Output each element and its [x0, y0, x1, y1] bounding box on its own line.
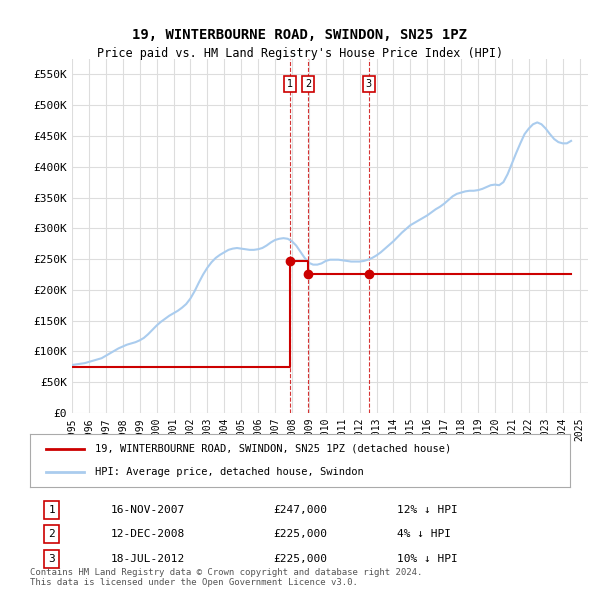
Text: Contains HM Land Registry data © Crown copyright and database right 2024.
This d: Contains HM Land Registry data © Crown c… — [30, 568, 422, 587]
Text: 12% ↓ HPI: 12% ↓ HPI — [397, 505, 458, 514]
Text: 19, WINTERBOURNE ROAD, SWINDON, SN25 1PZ: 19, WINTERBOURNE ROAD, SWINDON, SN25 1PZ — [133, 28, 467, 42]
Text: 16-NOV-2007: 16-NOV-2007 — [111, 505, 185, 514]
Text: 12-DEC-2008: 12-DEC-2008 — [111, 529, 185, 539]
Text: 19, WINTERBOURNE ROAD, SWINDON, SN25 1PZ (detached house): 19, WINTERBOURNE ROAD, SWINDON, SN25 1PZ… — [95, 444, 451, 454]
Text: 1: 1 — [287, 79, 293, 88]
Text: 4% ↓ HPI: 4% ↓ HPI — [397, 529, 451, 539]
Text: 18-JUL-2012: 18-JUL-2012 — [111, 553, 185, 563]
Text: 3: 3 — [365, 79, 372, 88]
Text: 10% ↓ HPI: 10% ↓ HPI — [397, 553, 458, 563]
Text: 2: 2 — [48, 529, 55, 539]
Text: £247,000: £247,000 — [273, 505, 327, 514]
Text: 2: 2 — [305, 79, 311, 88]
Text: HPI: Average price, detached house, Swindon: HPI: Average price, detached house, Swin… — [95, 467, 364, 477]
Text: £225,000: £225,000 — [273, 553, 327, 563]
Text: Price paid vs. HM Land Registry's House Price Index (HPI): Price paid vs. HM Land Registry's House … — [97, 47, 503, 60]
Text: 3: 3 — [48, 553, 55, 563]
Text: £225,000: £225,000 — [273, 529, 327, 539]
Text: 1: 1 — [48, 505, 55, 514]
